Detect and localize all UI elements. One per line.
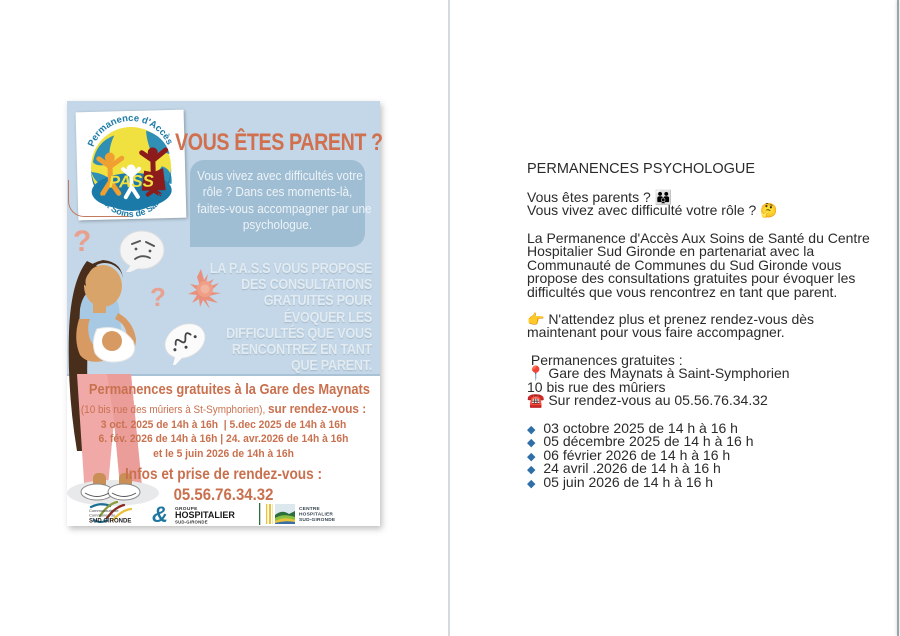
svg-text:HOSPITALIER: HOSPITALIER [299, 512, 333, 518]
svg-text:?: ? [73, 225, 91, 258]
svg-text:HOSPITALIER: HOSPITALIER [175, 510, 235, 520]
svg-text:?: ? [150, 282, 166, 312]
svg-text:SUD-GIRONDE: SUD-GIRONDE [299, 517, 336, 523]
svg-text:&: & [152, 502, 168, 527]
svg-text:Communes du: Communes du [89, 513, 115, 518]
svg-text:SUD-GIRONDE: SUD-GIRONDE [175, 520, 208, 525]
svg-text:CENTRE: CENTRE [299, 506, 321, 512]
svg-text:SUD GIRONDE: SUD GIRONDE [89, 519, 131, 525]
